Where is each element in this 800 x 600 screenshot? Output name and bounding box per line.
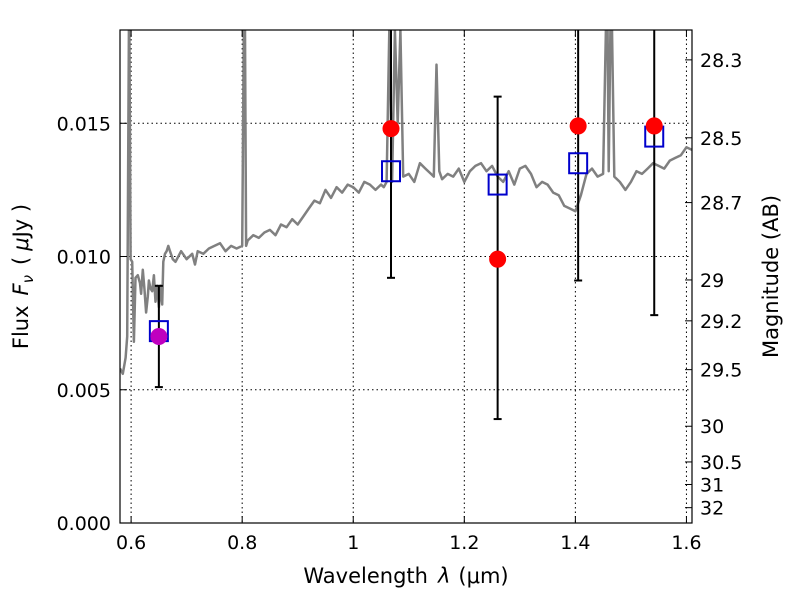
y-axis-label: FluxFν(μJy ) [9,204,37,349]
model-square [487,173,508,196]
model-square [568,152,589,175]
y2-tick-label: 32 [700,498,724,520]
x-tick-label: 1.4 [560,532,590,554]
y2-tick-label: 30.5 [700,452,742,474]
data-points [148,117,665,345]
spectrum-series [120,30,692,376]
model-square [381,160,402,183]
x-tick-label: 1.2 [449,532,479,554]
observed-point [645,117,663,135]
x-tick-label: 1.6 [671,532,701,554]
y-tick-label: 0.010 [57,247,111,269]
observed-point [150,327,168,345]
y-tick-label: 0.005 [57,380,111,402]
right-axis-label: Magnitude (AB) [759,195,783,358]
y2-tick-label: 28.5 [700,128,742,150]
y2-tick-label: 30 [700,416,724,438]
error-bars [154,30,659,421]
x-tick-label: 0.6 [116,532,146,554]
axis-ticks: 0.6 0.8 1 1.2 1.4 1.6 0.000 0.005 0.010 0.015 28.3… [57,30,742,554]
x-axis-label: Wavelength λ (μm) [303,564,508,588]
y2-tick-label: 29.2 [700,311,742,333]
observed-point [489,250,507,268]
y2-tick-label: 28.3 [700,50,742,72]
observed-point [382,120,400,138]
plot-frame [119,29,693,524]
y2-tick-label: 29 [700,270,724,292]
x-tick-label: 1 [347,532,359,554]
x-tick-label: 0.8 [227,532,257,554]
y2-tick-label: 29.5 [700,360,742,382]
y2-tick-label: 31 [700,474,724,496]
y-tick-label: 0.000 [57,513,111,535]
spectrum-line [120,30,692,376]
grid-lines [120,30,692,523]
observed-point [569,117,587,135]
y-tick-label: 0.015 [57,113,111,135]
y2-tick-label: 28.7 [700,193,742,215]
